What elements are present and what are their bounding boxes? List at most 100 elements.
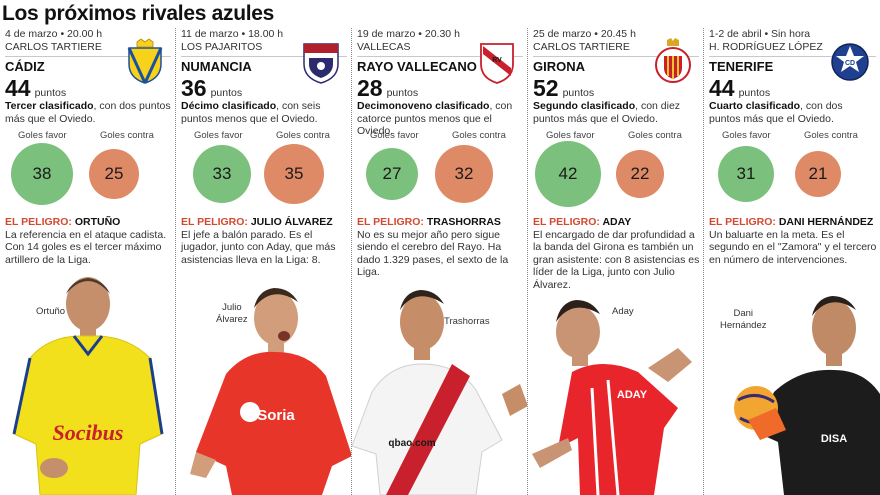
match-venue: CARLOS TARTIERE (533, 41, 630, 53)
danger-block: EL PELIGRO: TRASHORRAS No es su mejor añ… (357, 216, 525, 279)
goals-against-label: Goles contra (804, 130, 858, 141)
points-row: 52 puntos (533, 75, 699, 101)
player-photo-aday: ADAY (532, 300, 692, 495)
danger-label: EL PELIGRO: (357, 216, 424, 228)
goals-against-value: 21 (808, 163, 828, 183)
points-value: 28 (357, 75, 383, 101)
standing-summary: Tercer clasificado, con dos puntos más q… (5, 100, 173, 125)
rival-column-numancia: 11 de marzo • 18.00 h LOS PAJARITOS NUMA… (176, 28, 352, 495)
tenerife-crest-icon: CD (831, 43, 869, 81)
goals-against-bubble: 21 (794, 150, 842, 198)
match-date: 25 de marzo • 20.45 h (533, 28, 636, 40)
page-title: Los próximos rivales azules (2, 2, 275, 25)
standing-detail: , con seis puntos menos que el Oviedo. (181, 100, 321, 125)
match-header: 1-2 de abril • Sin hora H. RODRÍGUEZ LÓP… (709, 28, 876, 125)
team-name: NUMANCIA (181, 56, 347, 76)
match-venue: VALLECAS (357, 41, 411, 53)
standing-summary: Segundo clasificado, con diez puntos más… (533, 100, 701, 125)
goals-for-label: Goles favor (370, 130, 419, 141)
team-name: CÁDIZ (5, 56, 171, 76)
standing-summary: Decimonoveno clasificado, con catorce pu… (357, 100, 525, 138)
danger-description: No es su mejor año pero sigue siendo el … (357, 228, 509, 279)
danger-player-name: ADAY (602, 216, 632, 228)
kit-sponsor-text: qbao.com (388, 438, 435, 449)
danger-label: EL PELIGRO: (5, 216, 72, 228)
match-venue: H. RODRÍGUEZ LÓPEZ (709, 41, 823, 53)
danger-description: El encargado de dar profundidad a la ban… (533, 228, 700, 291)
standing-position: Decimonoveno clasificado (357, 100, 490, 112)
match-date: 1-2 de abril • Sin hora (709, 28, 811, 40)
goals-for-bubble: 27 (365, 147, 419, 201)
svg-text:RV: RV (492, 57, 502, 64)
points-value: 52 (533, 75, 559, 101)
danger-block: EL PELIGRO: ORTUÑO La referencia en el a… (5, 216, 173, 266)
points-row: 36 puntos (181, 75, 347, 101)
goals-against-value: 25 (104, 163, 124, 183)
goals-for-bubble: 42 (535, 141, 601, 207)
rival-column-tenerife: 1-2 de abril • Sin hora H. RODRÍGUEZ LÓP… (704, 28, 880, 495)
goals-against-value: 35 (284, 163, 304, 183)
goals-against-value: 32 (454, 163, 474, 183)
rayo-crest-icon: RV (480, 43, 514, 84)
team-name: TENERIFE (709, 56, 876, 76)
match-header: 11 de marzo • 18.00 h LOS PAJARITOS NUMA… (181, 28, 347, 125)
player-caption-line: Dani (733, 308, 754, 319)
match-date: 11 de marzo • 18.00 h (181, 28, 284, 40)
goals-for-value: 33 (212, 163, 232, 183)
rival-column-rayo-vallecano: 19 de marzo • 20.30 h VALLECAS RAYO VALL… (352, 28, 528, 495)
points-value: 36 (181, 75, 207, 101)
match-venue: LOS PAJARITOS (181, 41, 263, 53)
goals-for-bubble: 31 (717, 145, 775, 203)
kit-sponsor-text: Soria (257, 407, 295, 424)
danger-player-name: DANI HERNÁNDEZ (778, 216, 874, 228)
standing-position: Décimo clasificado (181, 100, 277, 112)
svg-text:CD: CD (845, 60, 855, 67)
goals-for-value: 27 (382, 163, 402, 183)
danger-label: EL PELIGRO: (709, 216, 776, 228)
goals-for-value: 38 (32, 163, 52, 183)
match-date: 4 de marzo • 20.00 h (5, 28, 103, 40)
player-caption-line: Álvarez (216, 314, 248, 325)
standing-summary: Cuarto clasificado, con dos puntos más q… (709, 100, 877, 125)
player-photo-dani-hernandez: DISA (734, 296, 880, 495)
player-caption-line: Julio (222, 302, 242, 313)
goals-for-bubble: 38 (10, 142, 74, 206)
goals-labels: Goles favor Goles contra (176, 130, 351, 142)
match-header: 19 de marzo • 20.30 h VALLECAS RAYO VALL… (357, 28, 523, 138)
goals-against-value: 22 (630, 163, 650, 183)
rivals-grid: 4 de marzo • 20.00 h CARLOS TARTIERE CÁD… (0, 28, 880, 495)
standing-detail: , con dos puntos más que el Oviedo. (709, 100, 843, 125)
points-row: 44 puntos (709, 77, 876, 100)
goals-for-label: Goles favor (722, 130, 771, 141)
goals-against-label: Goles contra (628, 130, 682, 141)
danger-description: Un baluarte en la meta. Es el segundo en… (709, 228, 877, 266)
match-header: 4 de marzo • 20.00 h CARLOS TARTIERE CÁD… (5, 28, 171, 125)
standing-position: Segundo clasificado (533, 100, 636, 112)
kit-sponsor-text: Socibus (53, 420, 124, 445)
match-date: 19 de marzo • 20.30 h (357, 28, 460, 40)
goals-against-bubble: 25 (88, 148, 140, 200)
danger-block: EL PELIGRO: ADAY El encargado de dar pro… (533, 216, 701, 291)
player-caption: Aday (612, 306, 634, 317)
goals-against-bubble: 35 (263, 143, 325, 205)
standing-detail: , con catorce puntos menos que el Oviedo… (357, 100, 513, 137)
standing-detail: , con dos puntos más que el Oviedo. (5, 100, 171, 125)
danger-label: EL PELIGRO: (533, 216, 600, 228)
player-photo-julio-alvarez: Soria (190, 288, 351, 495)
girona-crest-icon (655, 38, 691, 83)
standing-detail: , con diez puntos más que el Oviedo. (533, 100, 681, 125)
goals-against-bubble: 22 (616, 150, 664, 198)
goals-for-value: 31 (736, 163, 756, 183)
goals-for-label: Goles favor (18, 130, 67, 141)
points-row: 44 puntos (5, 77, 171, 100)
rival-column-cadiz: 4 de marzo • 20.00 h CARLOS TARTIERE CÁD… (0, 28, 176, 495)
team-name: GIRONA (533, 56, 699, 76)
danger-description: La referencia en el ataque cadista. Con … (5, 228, 167, 266)
player-caption: Ortuño (36, 306, 66, 317)
kit-sponsor-text: ADAY (617, 389, 648, 401)
player-caption: Trashorras (444, 316, 490, 327)
danger-player-name: TRASHORRAS (426, 216, 501, 228)
goals-labels: Goles favor Goles contra (352, 130, 527, 142)
standing-summary: Décimo clasificado, con seis puntos meno… (181, 100, 349, 125)
danger-player-name: ORTUÑO (74, 216, 121, 228)
